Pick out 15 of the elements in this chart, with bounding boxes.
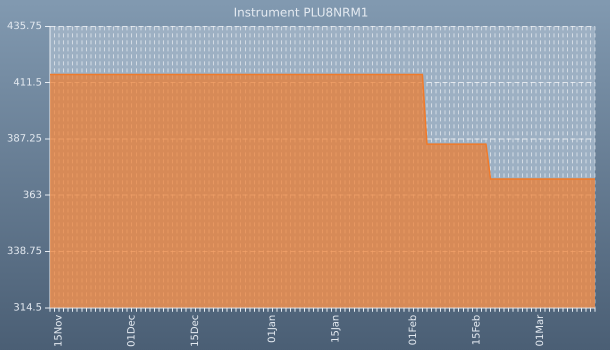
y-tick-label: 387.25 [6, 134, 42, 145]
y-tick-label: 314.5 [13, 302, 42, 314]
x-tick-label: 15Feb [472, 314, 483, 346]
x-tick-label: 01Feb [408, 314, 419, 346]
x-tick-label: 01Dec [126, 314, 138, 347]
chart-title: Instrument PLU8NRM1 [234, 5, 368, 20]
x-tick-label: 01Mar [535, 314, 546, 346]
x-tick-label: 15Nov [54, 314, 65, 348]
x-tick-label: 01Jan [267, 314, 278, 343]
y-tick-label: 435.75 [6, 20, 42, 32]
x-tick-label: 15Dec [190, 314, 201, 347]
x-tick-label: 15Jan [330, 314, 342, 343]
y-tick-label: 411.5 [13, 77, 42, 88]
y-tick-label: 338.75 [6, 246, 42, 258]
y-tick-label: 363 [22, 190, 42, 201]
